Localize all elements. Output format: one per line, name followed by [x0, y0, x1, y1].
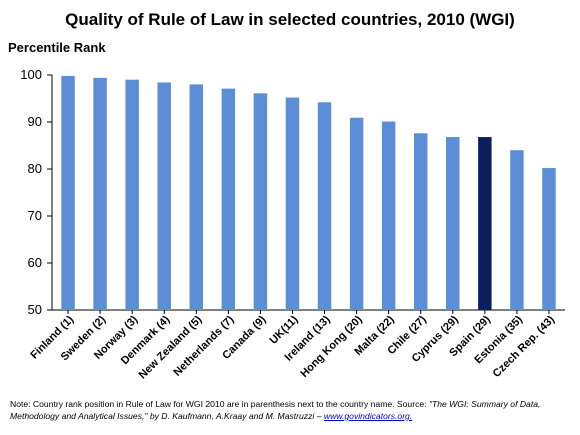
- bar-estonia: [510, 150, 524, 310]
- bar-denmark: [157, 82, 171, 311]
- source-link[interactable]: www.govindicators.org.: [323, 411, 413, 421]
- chart-title: Quality of Rule of Law in selected count…: [65, 10, 515, 29]
- bar-hong-kong: [349, 117, 364, 311]
- bar-czech-rep: [542, 168, 556, 310]
- x-tick-label: Czech Rep. (43): [491, 313, 558, 380]
- bar-spain: [478, 137, 492, 310]
- bar-sweden: [93, 77, 107, 310]
- bar-new-zealand: [189, 84, 204, 311]
- note-source: "The WGI: Summary of Data, Methodology a…: [10, 399, 541, 421]
- y-axis-label: Percentile Rank: [8, 40, 106, 55]
- bar-cyprus: [446, 137, 460, 310]
- bar-norway: [125, 79, 139, 310]
- bar-netherlands: [221, 88, 236, 310]
- note-text: Note: Country rank position in Rule of L…: [10, 399, 429, 409]
- y-tick-label: 80: [28, 161, 42, 176]
- bar-malta: [381, 121, 396, 310]
- bar-finland: [61, 75, 75, 310]
- bar-chile: [413, 133, 428, 310]
- y-tick-label: 70: [28, 208, 42, 223]
- y-tick-label: 100: [20, 67, 42, 82]
- y-tick-label: 60: [28, 255, 42, 270]
- source-note: Note: Country rank position in Rule of L…: [10, 398, 575, 422]
- bar-canada: [253, 93, 268, 310]
- bar-ireland: [317, 102, 332, 310]
- y-tick-label: 90: [28, 114, 42, 129]
- note-authors: by D. Kaufmann, A.Kraay and M. Mastruzzi…: [147, 411, 324, 421]
- y-tick-label: 50: [28, 302, 42, 317]
- bar-uk: [285, 97, 300, 310]
